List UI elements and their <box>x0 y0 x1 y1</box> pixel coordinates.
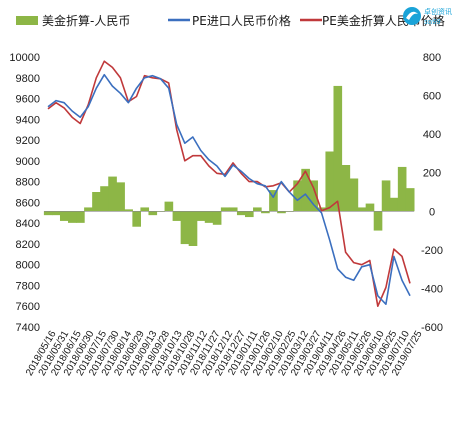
left-tick-label: 8400 <box>16 218 40 230</box>
diff-bar <box>212 211 222 225</box>
diff-bar <box>325 151 335 212</box>
right-tick-label: -200 <box>421 245 443 257</box>
diff-bar <box>100 186 109 212</box>
brand-logo: 卓创资讯 sci99 <box>403 7 452 26</box>
diff-bar <box>269 190 278 212</box>
diff-bar <box>132 211 141 227</box>
diff-bar <box>293 180 302 212</box>
diff-bar <box>373 211 383 231</box>
diff-bar <box>68 211 77 223</box>
right-tick-label: 0 <box>429 206 435 218</box>
diff-bar <box>228 207 238 212</box>
x-axis: 2018/05/162018/05/312018/06/152018/06/30… <box>24 329 425 378</box>
right-tick-label: 600 <box>423 91 441 103</box>
diff-bar <box>84 207 93 212</box>
diff-bar <box>349 178 359 212</box>
diff-bar <box>245 211 254 218</box>
logo-name-cn: 卓创资讯 <box>424 7 452 16</box>
logo-mark-icon <box>403 7 421 25</box>
legend-label-diff: 美金折算-人民币 <box>42 13 130 28</box>
left-tick-label: 10000 <box>9 52 40 64</box>
diff-bar <box>51 211 61 216</box>
left-axis: 7400 7600 7800 8000 8200 8400 8600 8800 9000 9200… <box>9 52 40 334</box>
left-tick-label: 8600 <box>16 197 40 209</box>
right-tick-label: 400 <box>423 129 441 141</box>
diff-bar <box>108 176 117 212</box>
left-tick-label: 8200 <box>16 239 40 251</box>
left-tick-label: 8000 <box>16 260 40 272</box>
left-tick-label: 9800 <box>16 73 40 85</box>
diff-bar <box>253 207 262 212</box>
legend-swatch-diff <box>16 16 38 25</box>
diff-bar <box>180 211 190 245</box>
left-tick-label: 7400 <box>16 322 40 334</box>
logo-name-en: sci99 <box>424 19 440 26</box>
left-tick-label: 8800 <box>16 177 40 189</box>
diff-bar <box>196 211 206 221</box>
diff-bar <box>357 207 367 212</box>
legend-label-cny: PE进口人民币价格 <box>192 13 291 28</box>
diff-bar <box>164 201 174 212</box>
diff-bar <box>381 180 391 212</box>
diff-bar <box>333 85 343 212</box>
diff-bar <box>116 182 125 212</box>
diff-bar <box>236 211 246 216</box>
diff-bar <box>301 168 310 212</box>
right-tick-label: -600 <box>421 322 443 334</box>
diff-bar <box>405 188 415 212</box>
diff-bar <box>172 211 182 221</box>
diff-bar <box>188 211 198 246</box>
left-tick-label: 9000 <box>16 156 40 168</box>
price-lines <box>47 60 411 308</box>
diff-bar <box>261 211 270 214</box>
diff-bar <box>92 192 101 212</box>
diff-bar <box>277 211 286 214</box>
right-axis: -600 -400 -200 0 200 400 600 800 <box>421 52 443 334</box>
diff-bar <box>124 209 133 212</box>
left-tick-label: 9200 <box>16 135 40 147</box>
diff-bar <box>341 165 351 212</box>
diff-bar <box>309 180 318 212</box>
diff-bar <box>365 203 375 212</box>
legend: 美金折算-人民币 PE进口人民币价格 PE美金折算人民币价格 <box>16 13 445 28</box>
logo-swirl-icon <box>406 11 418 20</box>
diff-bar <box>148 211 158 216</box>
diff-bar <box>140 207 150 212</box>
usd-price-line <box>47 60 411 308</box>
right-tick-label: -400 <box>421 283 443 295</box>
right-tick-label: 800 <box>423 52 441 64</box>
left-tick-label: 7600 <box>16 301 40 313</box>
diff-bar <box>220 207 230 212</box>
right-tick-label: 200 <box>423 168 441 180</box>
left-tick-label: 9400 <box>16 114 40 126</box>
left-tick-label: 9600 <box>16 94 40 106</box>
diff-bar <box>397 166 407 212</box>
diff-bar <box>389 197 399 212</box>
cny-price-line <box>47 73 411 306</box>
diff-bar <box>43 211 53 216</box>
left-tick-label: 7800 <box>16 280 40 292</box>
diff-bar <box>59 211 69 221</box>
diff-bars <box>43 85 415 246</box>
diff-bar <box>204 211 214 223</box>
diff-bar <box>76 211 85 223</box>
